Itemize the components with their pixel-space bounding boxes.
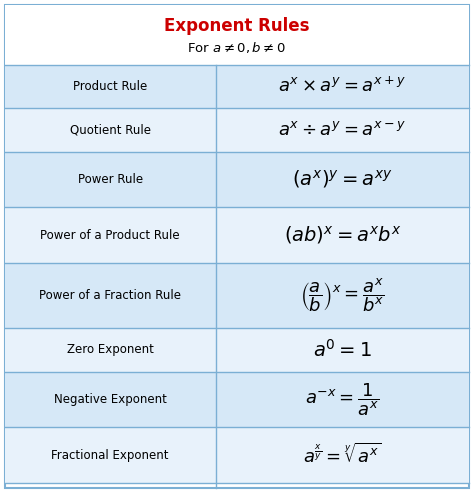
- Text: Power Rule: Power Rule: [78, 173, 143, 186]
- Text: $\left(\dfrac{a}{b}\right)^x = \dfrac{a^x}{b^x}$: $\left(\dfrac{a}{b}\right)^x = \dfrac{a^…: [300, 277, 385, 315]
- Text: Power of a Product Rule: Power of a Product Rule: [40, 229, 180, 242]
- Text: Zero Exponent: Zero Exponent: [67, 344, 154, 356]
- Text: $a^0 = 1$: $a^0 = 1$: [313, 339, 372, 361]
- Text: Fractional Exponent: Fractional Exponent: [52, 449, 169, 462]
- Bar: [5, 328, 469, 372]
- Bar: [5, 427, 469, 483]
- Text: Power of a Fraction Rule: Power of a Fraction Rule: [39, 289, 181, 302]
- Bar: [5, 65, 469, 108]
- Text: $a^x \div a^y = a^{x-y}$: $a^x \div a^y = a^{x-y}$: [278, 121, 407, 139]
- Bar: [5, 108, 469, 152]
- Text: Exponent Rules: Exponent Rules: [164, 17, 310, 35]
- Text: For $a \neq 0, b \neq 0$: For $a \neq 0, b \neq 0$: [187, 40, 287, 56]
- Text: Negative Exponent: Negative Exponent: [54, 393, 167, 406]
- Text: $\left(ab\right)^x = a^x b^x$: $\left(ab\right)^x = a^x b^x$: [283, 224, 401, 246]
- Bar: [5, 5, 469, 65]
- FancyBboxPatch shape: [5, 5, 469, 488]
- Bar: [5, 263, 469, 328]
- Text: Quotient Rule: Quotient Rule: [70, 123, 151, 137]
- Text: $\left(a^x\right)^y = a^{xy}$: $\left(a^x\right)^y = a^{xy}$: [292, 169, 393, 190]
- Bar: [5, 372, 469, 427]
- Text: $a^{-x} = \dfrac{1}{a^x}$: $a^{-x} = \dfrac{1}{a^x}$: [305, 381, 380, 418]
- Bar: [5, 152, 469, 208]
- Text: $a^x \times a^y = a^{x+y}$: $a^x \times a^y = a^{x+y}$: [278, 77, 407, 96]
- Text: Product Rule: Product Rule: [73, 80, 147, 93]
- Text: $a^{\frac{x}{y}} = \sqrt[y]{a^x}$: $a^{\frac{x}{y}} = \sqrt[y]{a^x}$: [303, 443, 382, 467]
- Bar: [5, 208, 469, 263]
